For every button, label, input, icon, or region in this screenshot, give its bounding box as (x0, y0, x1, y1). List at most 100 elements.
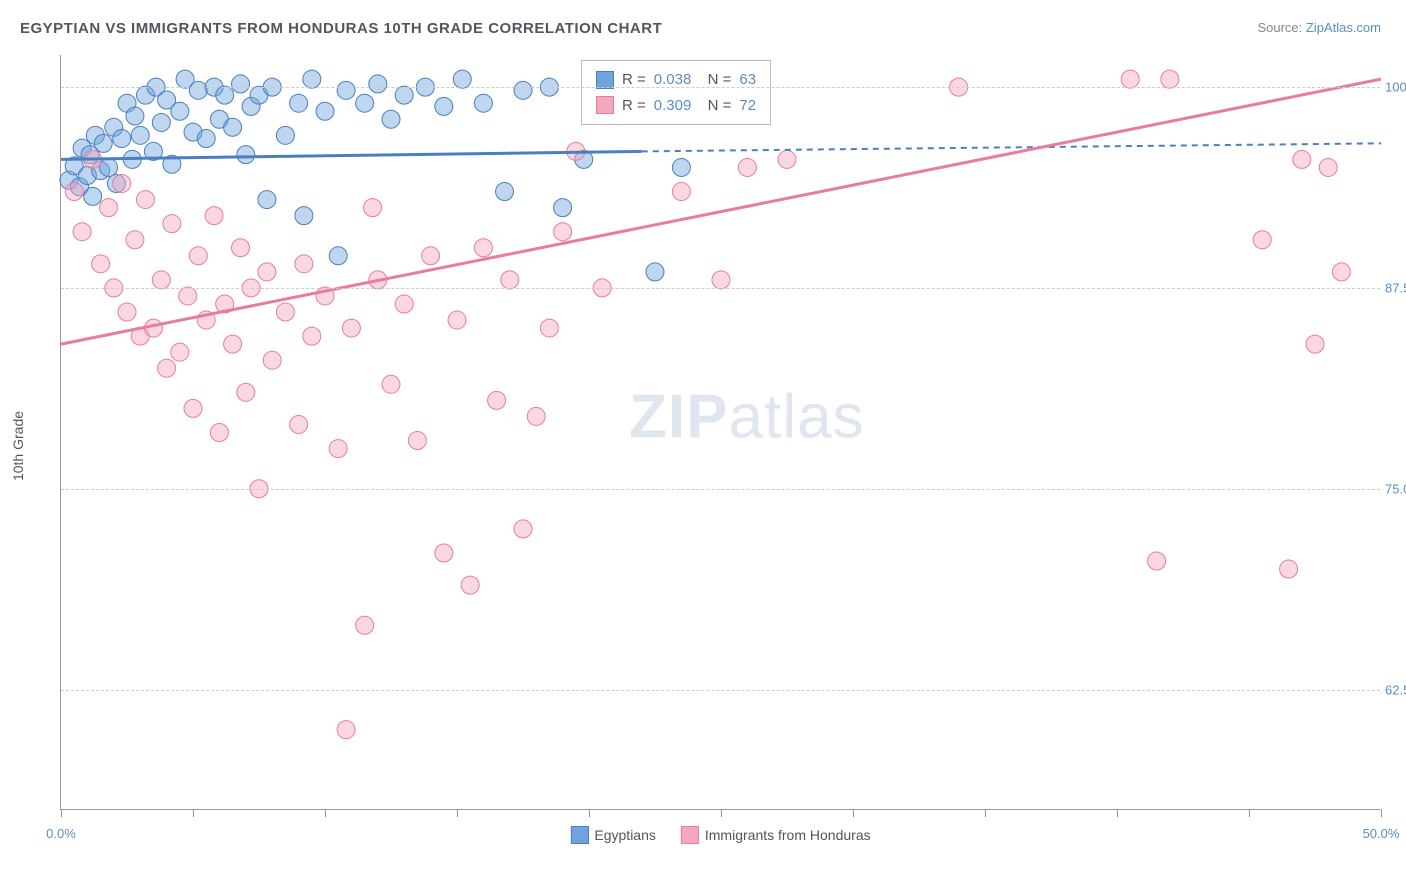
data-point (189, 81, 207, 99)
data-point (197, 130, 215, 148)
data-point (263, 351, 281, 369)
data-point (672, 183, 690, 201)
series-1-swatch (596, 96, 614, 114)
chart-title: EGYPTIAN VS IMMIGRANTS FROM HONDURAS 10T… (20, 20, 662, 37)
data-point (382, 110, 400, 128)
data-point (461, 576, 479, 594)
data-point (364, 199, 382, 217)
chart-container: EGYPTIAN VS IMMIGRANTS FROM HONDURAS 10T… (0, 0, 1406, 892)
data-point (126, 107, 144, 125)
data-point (1121, 70, 1139, 88)
data-point (408, 432, 426, 450)
data-point (342, 319, 360, 337)
stats-row-series-0: R = 0.038 N = 63 (596, 67, 756, 93)
data-point (65, 183, 83, 201)
data-point (422, 247, 440, 265)
data-point (216, 86, 234, 104)
plot-area: ZIPatlas R = 0.038 N = 63 R = 0.309 N = … (60, 55, 1380, 810)
data-point (290, 94, 308, 112)
data-point (232, 75, 250, 93)
x-tick (853, 809, 854, 817)
data-point (100, 199, 118, 217)
data-point (1319, 158, 1337, 176)
data-point (73, 223, 91, 241)
data-point (474, 239, 492, 257)
gridline (61, 489, 1380, 490)
data-point (113, 175, 131, 193)
data-point (224, 335, 242, 353)
data-point (94, 134, 112, 152)
legend-swatch-0 (570, 826, 588, 844)
data-point (1306, 335, 1324, 353)
data-point (488, 391, 506, 409)
data-point (1161, 70, 1179, 88)
data-point (1253, 231, 1271, 249)
data-point (237, 383, 255, 401)
data-point (224, 118, 242, 136)
legend-item-1: Immigrants from Honduras (681, 826, 871, 844)
data-point (84, 187, 102, 205)
data-point (232, 239, 250, 257)
data-point (514, 520, 532, 538)
y-tick-label: 62.5% (1385, 682, 1406, 697)
data-point (237, 146, 255, 164)
data-point (152, 113, 170, 131)
x-tick (1381, 809, 1382, 817)
data-point (1332, 263, 1350, 281)
data-point (395, 295, 413, 313)
correlation-stats-box: R = 0.038 N = 63 R = 0.309 N = 72 (581, 60, 771, 125)
data-point (205, 207, 223, 225)
x-tick-label: 50.0% (1363, 826, 1400, 841)
data-point (136, 191, 154, 209)
data-point (163, 215, 181, 233)
gridline (61, 87, 1380, 88)
data-point (303, 327, 321, 345)
x-tick (457, 809, 458, 817)
data-point (92, 255, 110, 273)
data-point (646, 263, 664, 281)
data-point (189, 247, 207, 265)
data-point (171, 343, 189, 361)
data-point (527, 407, 545, 425)
data-point (179, 287, 197, 305)
data-point (356, 94, 374, 112)
data-point (369, 75, 387, 93)
x-tick (1117, 809, 1118, 817)
stats-row-series-1: R = 0.309 N = 72 (596, 93, 756, 119)
data-point (778, 150, 796, 168)
data-point (184, 399, 202, 417)
data-point (1280, 560, 1298, 578)
x-tick (61, 809, 62, 817)
x-tick (721, 809, 722, 817)
trend-line-dashed (642, 143, 1381, 151)
data-point (303, 70, 321, 88)
data-point (435, 544, 453, 562)
source-link[interactable]: ZipAtlas.com (1306, 20, 1381, 35)
data-point (672, 158, 690, 176)
data-point (131, 126, 149, 144)
gridline (61, 690, 1380, 691)
data-point (171, 102, 189, 120)
data-point (356, 616, 374, 634)
x-tick (325, 809, 326, 817)
data-point (276, 126, 294, 144)
x-tick-label: 0.0% (46, 826, 76, 841)
data-point (337, 721, 355, 739)
x-tick (985, 809, 986, 817)
data-point (514, 81, 532, 99)
data-point (118, 303, 136, 321)
data-point (1293, 150, 1311, 168)
data-point (382, 375, 400, 393)
data-point (712, 271, 730, 289)
source-attribution: Source: ZipAtlas.com (1257, 20, 1381, 35)
data-point (210, 424, 228, 442)
data-point (258, 263, 276, 281)
series-0-swatch (596, 71, 614, 89)
data-point (329, 440, 347, 458)
data-point (316, 102, 334, 120)
x-tick (193, 809, 194, 817)
y-tick-label: 87.5% (1385, 280, 1406, 295)
data-point (554, 223, 572, 241)
data-point (126, 231, 144, 249)
x-tick (1249, 809, 1250, 817)
